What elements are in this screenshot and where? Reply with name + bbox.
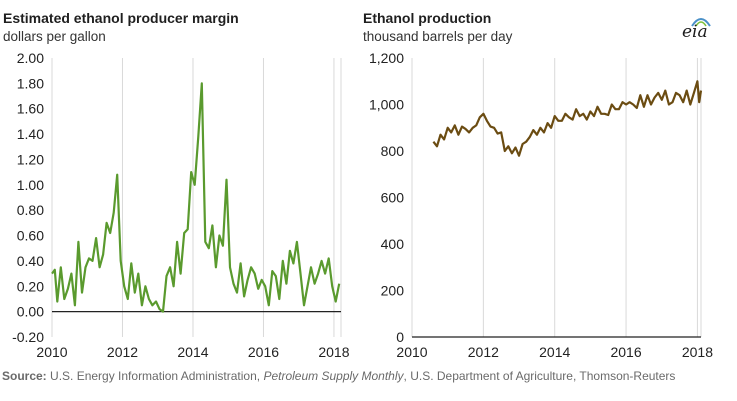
y-tick-label: 0.60 [17, 228, 44, 244]
source-text-1: U.S. Energy Information Administration, [46, 369, 264, 383]
left-chart-subtitle: dollars per gallon [3, 29, 106, 44]
y-tick-label: -0.20 [12, 329, 44, 345]
y-tick-label: 1,000 [369, 97, 404, 113]
x-tick-label: 2012 [468, 344, 499, 360]
x-tick-label: 2018 [318, 344, 349, 360]
margin-chart: 2010 2012 2014 2016 2018 2.00 1.80 1.60 1.40 1.20… [12, 50, 350, 360]
eia-logo-text: eia [682, 22, 708, 42]
source-text-2: , U.S. Department of Agriculture, Thomso… [403, 369, 676, 383]
x-tick-label: 2012 [107, 344, 138, 360]
y-tick-label: 0.80 [17, 202, 44, 218]
y-tick-label: 400 [381, 236, 405, 252]
x-tick-label: 2010 [396, 344, 427, 360]
y-tick-label: 1.60 [17, 101, 44, 117]
right-chart-title: Ethanol production [363, 10, 492, 26]
production-chart: 2010 2012 2014 2016 2018 1,200 1,000 800 600 400 2… [369, 50, 713, 360]
x-tick-label: 2014 [539, 344, 570, 360]
x-tick-label: 2010 [36, 344, 67, 360]
production-series-line [432, 80, 703, 157]
left-chart-title: Estimated ethanol producer margin [3, 10, 239, 26]
y-tick-label: 1,200 [369, 50, 404, 66]
y-tick-label: 2.00 [17, 50, 44, 66]
eia-logo: eia [682, 14, 718, 42]
y-tick-label: 1.40 [17, 126, 44, 142]
y-tick-label: 1.20 [17, 151, 44, 167]
source-note: Source: U.S. Energy Information Administ… [2, 369, 732, 383]
eia-logo-arc-icon [691, 18, 711, 27]
source-publication: Petroleum Supply Monthly [263, 369, 404, 383]
right-chart-subtitle: thousand barrels per day [363, 29, 513, 44]
x-tick-label: 2014 [177, 344, 208, 360]
y-tick-label: 800 [381, 143, 405, 159]
x-tick-label: 2016 [610, 344, 641, 360]
y-tick-label: 0.20 [17, 278, 44, 294]
source-label: Source: [2, 369, 47, 383]
y-tick-label: 200 [381, 283, 405, 299]
y-tick-label: 0.40 [17, 253, 44, 269]
y-tick-label: 1.00 [17, 177, 44, 193]
x-tick-label: 2018 [682, 344, 713, 360]
y-tick-label: 0.00 [17, 304, 44, 320]
y-tick-label: 600 [381, 190, 405, 206]
y-tick-label: 1.80 [17, 75, 44, 91]
x-tick-label: 2016 [248, 344, 279, 360]
y-tick-label: 0 [396, 329, 404, 345]
margin-series-line [51, 82, 341, 313]
